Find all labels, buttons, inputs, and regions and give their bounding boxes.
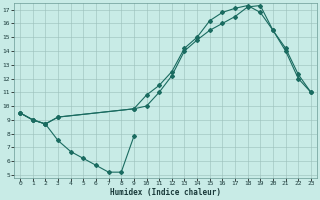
X-axis label: Humidex (Indice chaleur): Humidex (Indice chaleur) [110,188,221,197]
